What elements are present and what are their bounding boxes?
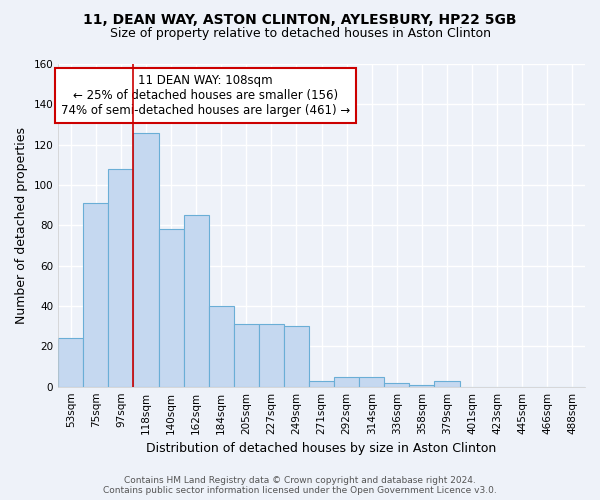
Bar — [359, 376, 385, 386]
Bar — [309, 380, 334, 386]
Bar — [409, 384, 434, 386]
Bar — [209, 306, 234, 386]
Y-axis label: Number of detached properties: Number of detached properties — [15, 127, 28, 324]
Bar — [83, 203, 109, 386]
Bar — [58, 338, 83, 386]
Text: 11, DEAN WAY, ASTON CLINTON, AYLESBURY, HP22 5GB: 11, DEAN WAY, ASTON CLINTON, AYLESBURY, … — [83, 12, 517, 26]
Bar — [434, 380, 460, 386]
Text: Contains HM Land Registry data © Crown copyright and database right 2024.
Contai: Contains HM Land Registry data © Crown c… — [103, 476, 497, 495]
Text: Size of property relative to detached houses in Aston Clinton: Size of property relative to detached ho… — [110, 28, 491, 40]
X-axis label: Distribution of detached houses by size in Aston Clinton: Distribution of detached houses by size … — [146, 442, 497, 455]
Bar — [334, 376, 359, 386]
Bar — [259, 324, 284, 386]
Bar — [234, 324, 259, 386]
Bar — [385, 382, 409, 386]
Bar — [284, 326, 309, 386]
Bar — [133, 132, 158, 386]
Bar — [158, 230, 184, 386]
Text: 11 DEAN WAY: 108sqm
← 25% of detached houses are smaller (156)
74% of semi-detac: 11 DEAN WAY: 108sqm ← 25% of detached ho… — [61, 74, 350, 116]
Bar — [184, 216, 209, 386]
Bar — [109, 169, 133, 386]
